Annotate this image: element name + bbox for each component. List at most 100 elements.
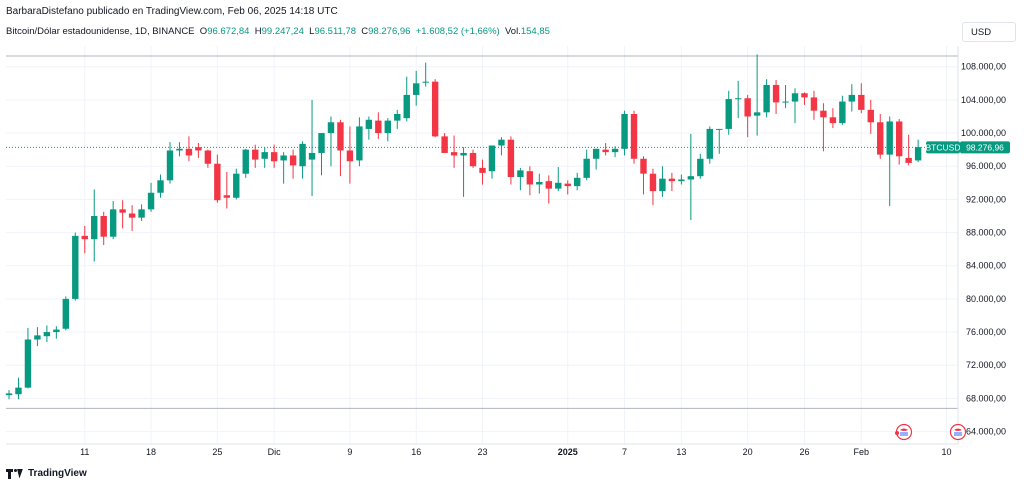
candle — [659, 166, 666, 197]
candle — [327, 116, 335, 167]
open-label: O — [199, 26, 208, 37]
candle — [555, 167, 562, 192]
candle — [53, 326, 60, 339]
candle — [517, 167, 524, 191]
candle — [791, 88, 799, 124]
candle — [72, 232, 79, 301]
time-axis-label: 25 — [212, 447, 222, 457]
time-axis-label: 9 — [347, 447, 352, 457]
candle — [375, 112, 382, 139]
footer-brand[interactable]: TradingView — [6, 468, 87, 479]
candle — [299, 141, 306, 179]
close-value: 98.276,96 — [368, 26, 411, 37]
price-axis-label: 68.000,00 — [966, 393, 1006, 403]
candle — [394, 109, 401, 129]
candle — [413, 70, 420, 106]
candle — [706, 126, 713, 164]
candle — [204, 149, 212, 168]
price-axis-label: 100.000,00 — [961, 128, 1006, 138]
candle — [138, 204, 145, 221]
price-axis[interactable]: 108.000,00 104.000,00 100.000,00 96.000,00 9… — [961, 62, 1006, 437]
price-tag: BTCUSD 98.276,96 — [926, 141, 1010, 154]
candle — [621, 110, 628, 156]
candle — [450, 135, 458, 168]
time-axis-label: 7 — [622, 447, 627, 457]
volume-value: 154,85 — [520, 26, 550, 37]
symbol-name[interactable]: Bitcoin/Dólar estadounidense, 1D, BINANC… — [6, 26, 195, 37]
candle — [5, 390, 13, 400]
candle — [147, 182, 155, 212]
candle — [630, 110, 638, 164]
candle — [697, 153, 704, 179]
candle — [886, 116, 893, 207]
candle — [507, 136, 515, 185]
time-axis-label: Dic — [268, 447, 281, 457]
candle — [734, 80, 742, 119]
time-axis-label: 23 — [477, 447, 487, 457]
event-flag-icon[interactable] — [949, 423, 967, 441]
price-axis-label: 92.000,00 — [966, 194, 1006, 204]
publisher-line: BarbaraDistefano publicado en TradingVie… — [6, 6, 338, 17]
candle — [403, 76, 410, 122]
candle — [214, 154, 221, 203]
candle — [460, 147, 467, 197]
candle — [858, 83, 865, 114]
price-axis-label: 84.000,00 — [966, 261, 1006, 271]
candle — [119, 200, 126, 229]
candle — [716, 128, 723, 154]
candle — [469, 149, 477, 168]
candle — [289, 149, 297, 179]
candle — [895, 118, 903, 165]
candle — [839, 95, 846, 125]
price-axis-label: 96.000,00 — [966, 161, 1006, 171]
candle — [744, 94, 751, 138]
candle — [545, 175, 552, 204]
candle — [346, 126, 354, 184]
candles — [5, 54, 922, 400]
candle — [848, 84, 856, 112]
volume-label: Vol. — [504, 26, 521, 37]
candle — [574, 172, 581, 191]
time-axis-label: 2025 — [558, 447, 578, 457]
low-label: L — [309, 26, 315, 37]
candle — [91, 189, 98, 262]
candle — [810, 90, 818, 120]
time-axis[interactable]: 11 18 25 Dic 9 16 23 2025 7 13 20 26 Feb 10 — [80, 447, 951, 457]
candle — [687, 133, 695, 221]
candle — [233, 168, 240, 200]
candle — [668, 172, 676, 192]
price-axis-label: 88.000,00 — [966, 228, 1006, 238]
candle — [242, 148, 249, 178]
candle — [252, 144, 259, 168]
candle — [564, 180, 571, 195]
candle — [498, 137, 505, 156]
candle — [905, 134, 912, 166]
candle — [15, 377, 22, 400]
candle — [223, 172, 231, 209]
candle — [914, 139, 922, 163]
candle — [43, 325, 51, 343]
close-label: C — [361, 26, 369, 37]
candle — [81, 225, 88, 254]
open-value: 96.672,84 — [207, 26, 250, 37]
currency-button[interactable]: USD — [962, 22, 1016, 42]
candle — [867, 99, 874, 134]
tradingview-logo-icon — [6, 468, 24, 479]
candle — [479, 159, 486, 185]
candle — [195, 143, 202, 158]
candle — [526, 166, 534, 196]
candle — [356, 117, 363, 167]
candle — [829, 108, 837, 129]
candle — [725, 90, 732, 135]
event-flag-icon[interactable] — [895, 423, 913, 441]
price-axis-label: 76.000,00 — [966, 327, 1006, 337]
candle — [128, 205, 136, 231]
price-tag-ticker: BTCUSD — [926, 142, 961, 152]
candle — [592, 148, 600, 170]
candle — [536, 173, 543, 194]
candle — [602, 143, 609, 156]
candle — [34, 327, 41, 347]
time-axis-label: 13 — [676, 447, 686, 457]
candle — [100, 211, 107, 245]
